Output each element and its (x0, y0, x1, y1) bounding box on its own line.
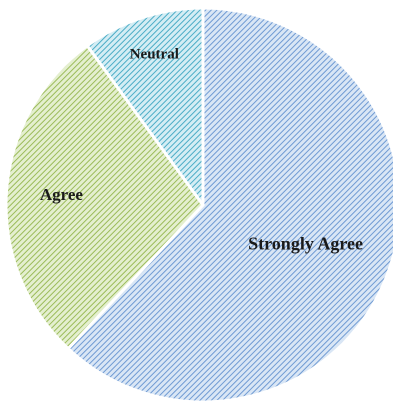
pie-labels: Strongly Agree Agree Neutral (40, 47, 363, 254)
pie-label-neutral: Neutral (130, 47, 179, 63)
pie-slice-neutral (85, 6, 205, 207)
pie-label-agree: Agree (40, 185, 84, 204)
pie-slice-agree (4, 44, 205, 351)
pie-label-strongly-agree: Strongly Agree (248, 234, 363, 254)
pie-slice-strongly-agree (66, 6, 393, 401)
pie-slices (4, 6, 393, 401)
